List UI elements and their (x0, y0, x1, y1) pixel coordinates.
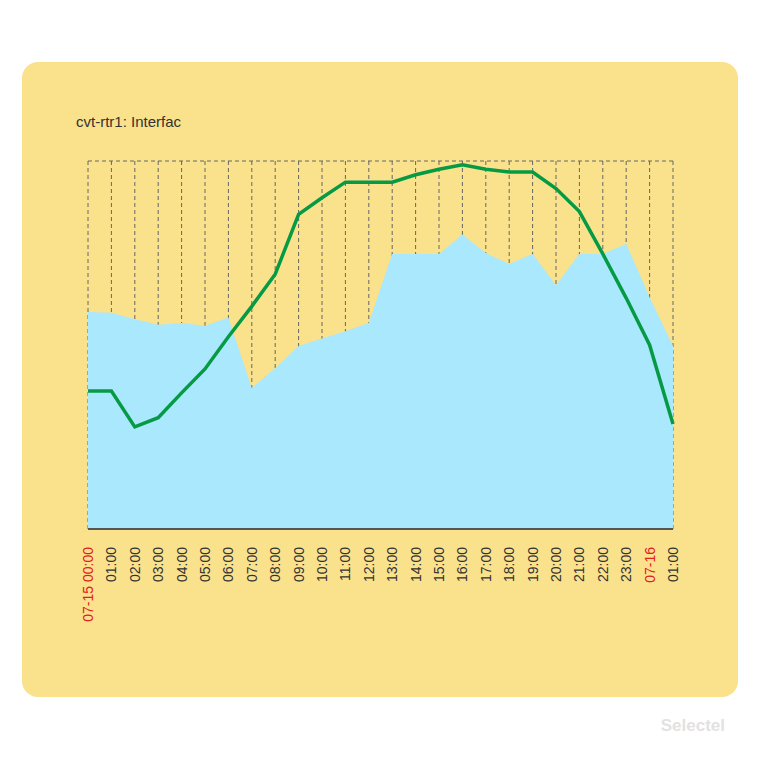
svg-text:19:00: 19:00 (525, 547, 541, 582)
svg-text:07-16: 07-16 (642, 547, 658, 583)
svg-text:08:00: 08:00 (267, 547, 283, 582)
svg-text:04:00: 04:00 (174, 547, 190, 582)
svg-text:16:00: 16:00 (454, 547, 470, 582)
svg-text:10:00: 10:00 (314, 547, 330, 582)
svg-text:07:00: 07:00 (244, 547, 260, 582)
svg-text:23:00: 23:00 (618, 547, 634, 582)
svg-text:05:00: 05:00 (197, 547, 213, 582)
svg-text:11:00: 11:00 (337, 547, 353, 581)
svg-text:20:00: 20:00 (548, 547, 564, 582)
svg-text:09:00: 09:00 (291, 547, 307, 582)
svg-text:13:00: 13:00 (384, 547, 400, 582)
svg-text:18:00: 18:00 (501, 547, 517, 582)
svg-text:01:00: 01:00 (103, 547, 119, 582)
svg-text:22:00: 22:00 (595, 547, 611, 582)
svg-text:02:00: 02:00 (127, 547, 143, 582)
svg-text:06:00: 06:00 (220, 547, 236, 582)
html-text:Selectel: Selectel (660, 716, 725, 735)
svg-text:07-15 00:00: 07-15 00:00 (80, 547, 96, 622)
svg-text:15:00: 15:00 (431, 547, 447, 582)
svg-text:17:00: 17:00 (478, 547, 494, 582)
svg-text:12:00: 12:00 (361, 547, 377, 582)
svg-text:21:00: 21:00 (571, 547, 587, 582)
svg-text:14:00: 14:00 (408, 547, 424, 582)
svg-text:01:00: 01:00 (665, 547, 681, 582)
svg-text:03:00: 03:00 (150, 547, 166, 582)
html-text:cvt-rtr1: Interfac: cvt-rtr1: Interfac (76, 113, 181, 130)
